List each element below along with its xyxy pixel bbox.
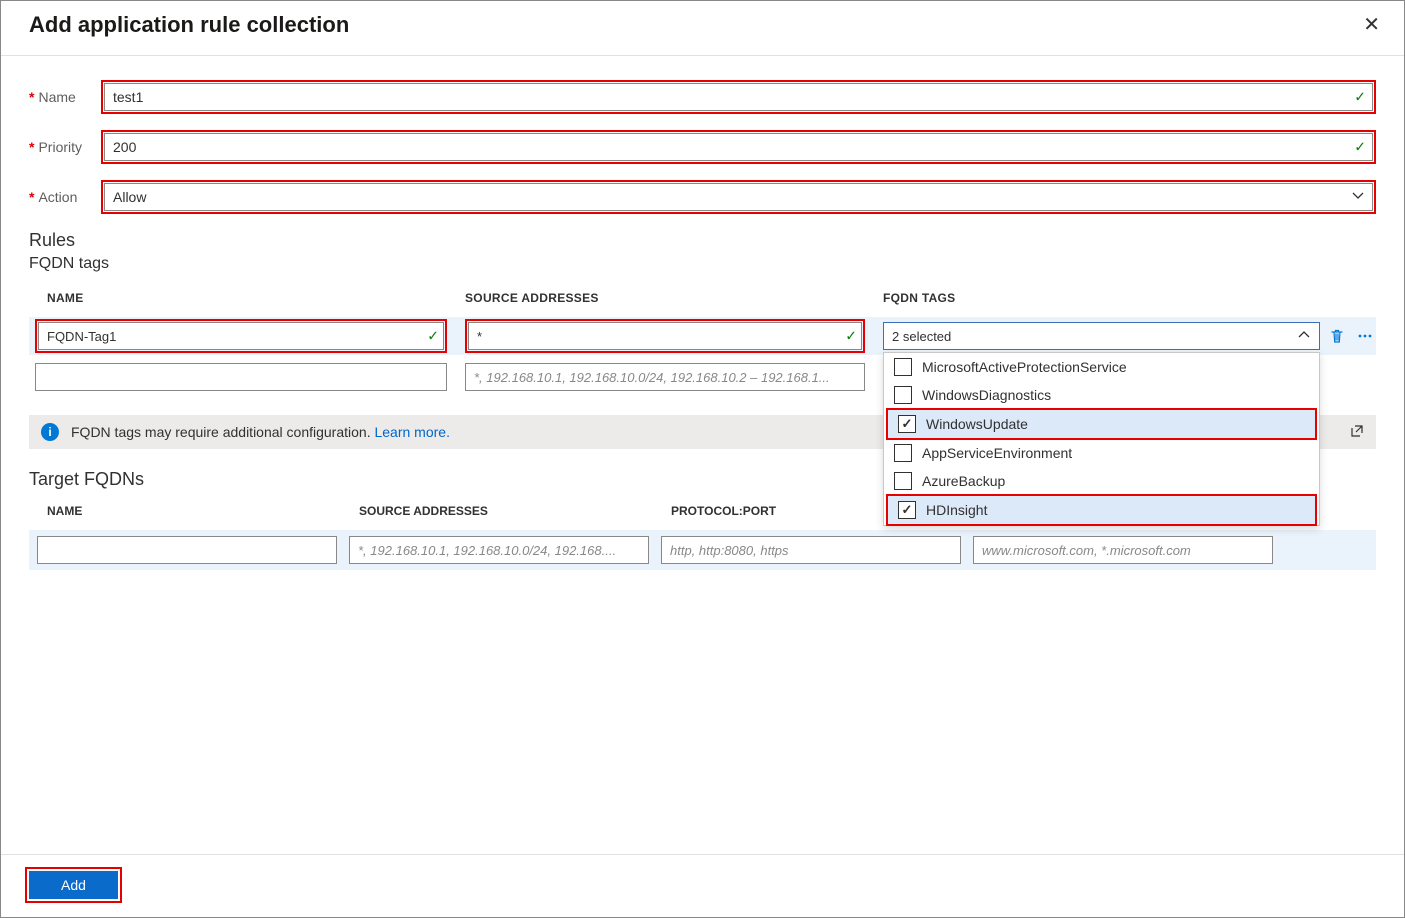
dropdown-option[interactable]: AzureBackup (884, 467, 1319, 495)
col-source: SOURCE ADDRESSES (465, 291, 865, 305)
cell-source (349, 536, 649, 564)
target-name-input[interactable] (37, 536, 337, 564)
cell-tags: 2 selected MicrosoftActiveProtectionServ… (883, 322, 1376, 350)
dropdown-option[interactable]: AppServiceEnvironment (884, 439, 1319, 467)
fqdn-tags-dropdown: 2 selected MicrosoftActiveProtectionServ… (883, 322, 1320, 350)
checkbox-icon (894, 358, 912, 376)
name-input[interactable] (104, 83, 1373, 111)
highlight-box: ✓ (35, 319, 447, 353)
checkbox-icon (894, 386, 912, 404)
dropdown-option[interactable]: MicrosoftActiveProtectionService (884, 353, 1319, 381)
col-name: NAME (47, 504, 359, 518)
target-source-input[interactable] (349, 536, 649, 564)
learn-more-link[interactable]: Learn more. (374, 424, 449, 440)
action-field-highlight (101, 180, 1376, 214)
priority-input[interactable] (104, 133, 1373, 161)
panel-content: * Name ✓ * Priority ✓ * Action (1, 56, 1404, 570)
rule-name-input[interactable] (38, 322, 444, 350)
name-field-highlight: ✓ (101, 80, 1376, 114)
target-fqdn-input[interactable] (973, 536, 1273, 564)
priority-label-text: Priority (38, 139, 82, 155)
rule-name-input-empty[interactable] (35, 363, 447, 391)
panel-footer: Add (1, 854, 1404, 917)
dropdown-option[interactable]: HDInsight (886, 494, 1317, 526)
checkbox-icon (894, 472, 912, 490)
dropdown-selected-text: 2 selected (892, 329, 951, 344)
col-name: NAME (47, 291, 447, 305)
target-fqdn-row (29, 530, 1376, 570)
rule-source-input-empty[interactable] (465, 363, 865, 391)
required-asterisk: * (29, 189, 34, 205)
dropdown-option-label: WindowsUpdate (926, 416, 1028, 432)
cell-name (37, 536, 337, 564)
cell-name: ✓ (35, 319, 447, 353)
dropdown-option-label: HDInsight (926, 502, 987, 518)
highlight-box: ✓ (465, 319, 865, 353)
priority-label: * Priority (29, 139, 101, 155)
cell-source: ✓ (465, 319, 865, 353)
cell-proto (661, 536, 961, 564)
action-select[interactable] (104, 183, 1373, 211)
cell-target (973, 536, 1273, 564)
add-button[interactable]: Add (29, 871, 118, 899)
dropdown-option[interactable]: WindowsUpdate (886, 408, 1317, 440)
name-label: * Name (29, 89, 101, 105)
dropdown-option-label: AppServiceEnvironment (922, 445, 1072, 461)
external-link-icon[interactable] (1350, 424, 1364, 441)
required-asterisk: * (29, 89, 34, 105)
checkbox-icon (898, 501, 916, 519)
grid-header: NAME SOURCE ADDRESSES FQDN TAGS (29, 291, 1376, 317)
fqdn-tags-grid: NAME SOURCE ADDRESSES FQDN TAGS ✓ ✓ (29, 291, 1376, 393)
checkbox-icon (894, 444, 912, 462)
dropdown-option-label: WindowsDiagnostics (922, 387, 1051, 403)
info-icon: i (41, 423, 59, 441)
required-asterisk: * (29, 139, 34, 155)
name-label-text: Name (38, 89, 75, 105)
form-row-priority: * Priority ✓ (29, 130, 1376, 164)
action-label-text: Action (38, 189, 77, 205)
checkbox-icon (898, 415, 916, 433)
more-icon[interactable] (1354, 325, 1376, 347)
dropdown-option-label: MicrosoftActiveProtectionService (922, 359, 1127, 375)
form-row-action: * Action (29, 180, 1376, 214)
form-row-name: * Name ✓ (29, 80, 1376, 114)
target-proto-input[interactable] (661, 536, 961, 564)
delete-icon[interactable] (1326, 325, 1348, 347)
rule-source-input[interactable] (468, 322, 862, 350)
info-text: FQDN tags may require additional configu… (71, 424, 450, 440)
fqdn-tags-heading: FQDN tags (29, 255, 1376, 273)
col-source: SOURCE ADDRESSES (359, 504, 671, 518)
dropdown-option-label: AzureBackup (922, 473, 1005, 489)
priority-field-highlight: ✓ (101, 130, 1376, 164)
rules-heading: Rules (29, 230, 1376, 251)
fqdn-tags-dropdown-menu: MicrosoftActiveProtectionService WindowsD… (883, 352, 1320, 526)
dropdown-option[interactable]: WindowsDiagnostics (884, 381, 1319, 409)
close-icon[interactable]: ✕ (1355, 11, 1388, 39)
panel-header: Add application rule collection ✕ (1, 1, 1404, 56)
col-tags: FQDN TAGS (883, 291, 1376, 305)
info-text-content: FQDN tags may require additional configu… (71, 424, 374, 440)
panel-title: Add application rule collection (29, 12, 349, 38)
cell-name (35, 363, 447, 391)
action-label: * Action (29, 189, 101, 205)
cell-source (465, 363, 865, 391)
fqdn-rule-row: ✓ ✓ 2 selected MicrosoftActive (29, 317, 1376, 355)
fqdn-tags-dropdown-button[interactable]: 2 selected (883, 322, 1320, 350)
chevron-up-icon (1298, 329, 1310, 344)
